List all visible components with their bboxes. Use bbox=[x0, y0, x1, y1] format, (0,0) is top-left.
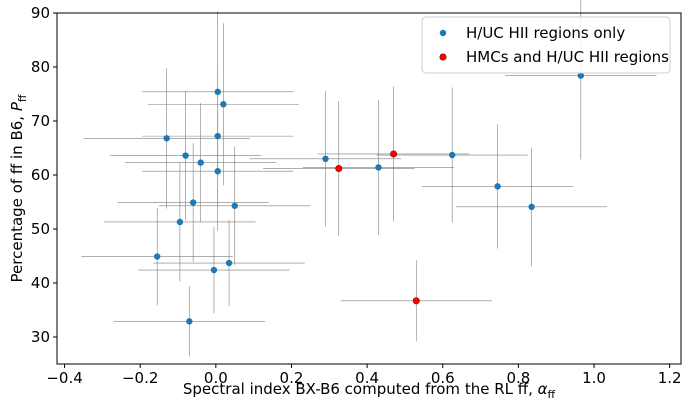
legend-marker-hmc bbox=[439, 53, 447, 61]
data-point-huchii bbox=[189, 199, 197, 206]
data-point-huchii bbox=[154, 253, 161, 260]
data-point-huchii bbox=[214, 168, 221, 175]
data-point-huchii bbox=[182, 152, 189, 159]
x-tick-label: 0.8 bbox=[506, 369, 530, 387]
x-tick-label: 0.6 bbox=[431, 369, 455, 387]
data-point-huchii bbox=[225, 259, 233, 267]
data-point-huchii bbox=[231, 202, 238, 209]
data-points bbox=[154, 72, 584, 325]
y-tick-label: 30 bbox=[31, 328, 50, 346]
legend-marker-huchii bbox=[439, 29, 447, 37]
legend-box bbox=[421, 16, 671, 74]
y-axis-label-subscript: ff bbox=[16, 94, 29, 102]
y-tick-label: 90 bbox=[31, 4, 50, 22]
y-tick-label: 70 bbox=[31, 112, 50, 130]
data-point-huchii bbox=[210, 266, 218, 274]
data-point-huchii bbox=[220, 101, 227, 108]
y-axis-label: Percentage of ff in B6, Pff bbox=[8, 94, 29, 282]
legend: H/UC HII regions only HMCs and H/UC HII … bbox=[421, 16, 671, 74]
y-tick-label: 50 bbox=[31, 220, 50, 238]
x-axis-label-subscript: ff bbox=[548, 388, 556, 401]
x-axis-label-text: Spectral index BX-B6 computed from the R… bbox=[183, 380, 538, 398]
data-point-huchii bbox=[375, 164, 382, 171]
x-axis-label: Spectral index BX-B6 computed from the R… bbox=[183, 380, 556, 401]
x-tick-label: 0.2 bbox=[280, 369, 304, 387]
x-tick-label: −0.2 bbox=[122, 369, 158, 387]
data-point-huchii bbox=[214, 88, 221, 96]
data-point-huchii bbox=[528, 203, 535, 211]
data-point-hmc bbox=[412, 297, 420, 305]
x-tick-label: 1.0 bbox=[582, 369, 606, 387]
data-point-huchii bbox=[197, 159, 204, 166]
data-point-huchii bbox=[186, 318, 193, 325]
data-point-huchii bbox=[163, 135, 170, 142]
y-tick-label: 80 bbox=[31, 58, 50, 76]
plot-frame bbox=[56, 12, 682, 365]
data-point-huchii bbox=[214, 132, 221, 140]
data-point-huchii bbox=[322, 155, 329, 162]
data-point-hmc bbox=[335, 165, 343, 173]
data-point-huchii bbox=[494, 183, 501, 190]
x-axis-label-symbol: α bbox=[538, 380, 548, 398]
y-axis-ticks: 30 40 50 60 70 80 90 bbox=[31, 4, 57, 346]
y-tick-label: 60 bbox=[31, 166, 50, 184]
data-point-huchii bbox=[176, 218, 184, 226]
x-tick-label: 0.4 bbox=[355, 369, 379, 387]
y-tick-label: 40 bbox=[31, 274, 50, 292]
legend-label-huchii: H/UC HII regions only bbox=[466, 24, 625, 42]
data-point-hmc bbox=[390, 150, 398, 158]
y-axis-label-symbol: P bbox=[8, 101, 26, 111]
legend-label-hmc: HMCs and H/UC HII regions bbox=[466, 48, 669, 66]
x-axis-ticks: −0.4 −0.2 0.0 0.2 0.4 0.6 0.8 1.0 1.2 bbox=[46, 364, 682, 387]
x-tick-label: 0.0 bbox=[204, 369, 228, 387]
data-point-huchii bbox=[449, 151, 456, 159]
y-axis-label-text: Percentage of ff in B6, bbox=[8, 111, 26, 282]
x-tick-label: 1.2 bbox=[658, 369, 682, 387]
data-point-huchii bbox=[577, 72, 584, 79]
x-tick-label: −0.4 bbox=[46, 369, 82, 387]
